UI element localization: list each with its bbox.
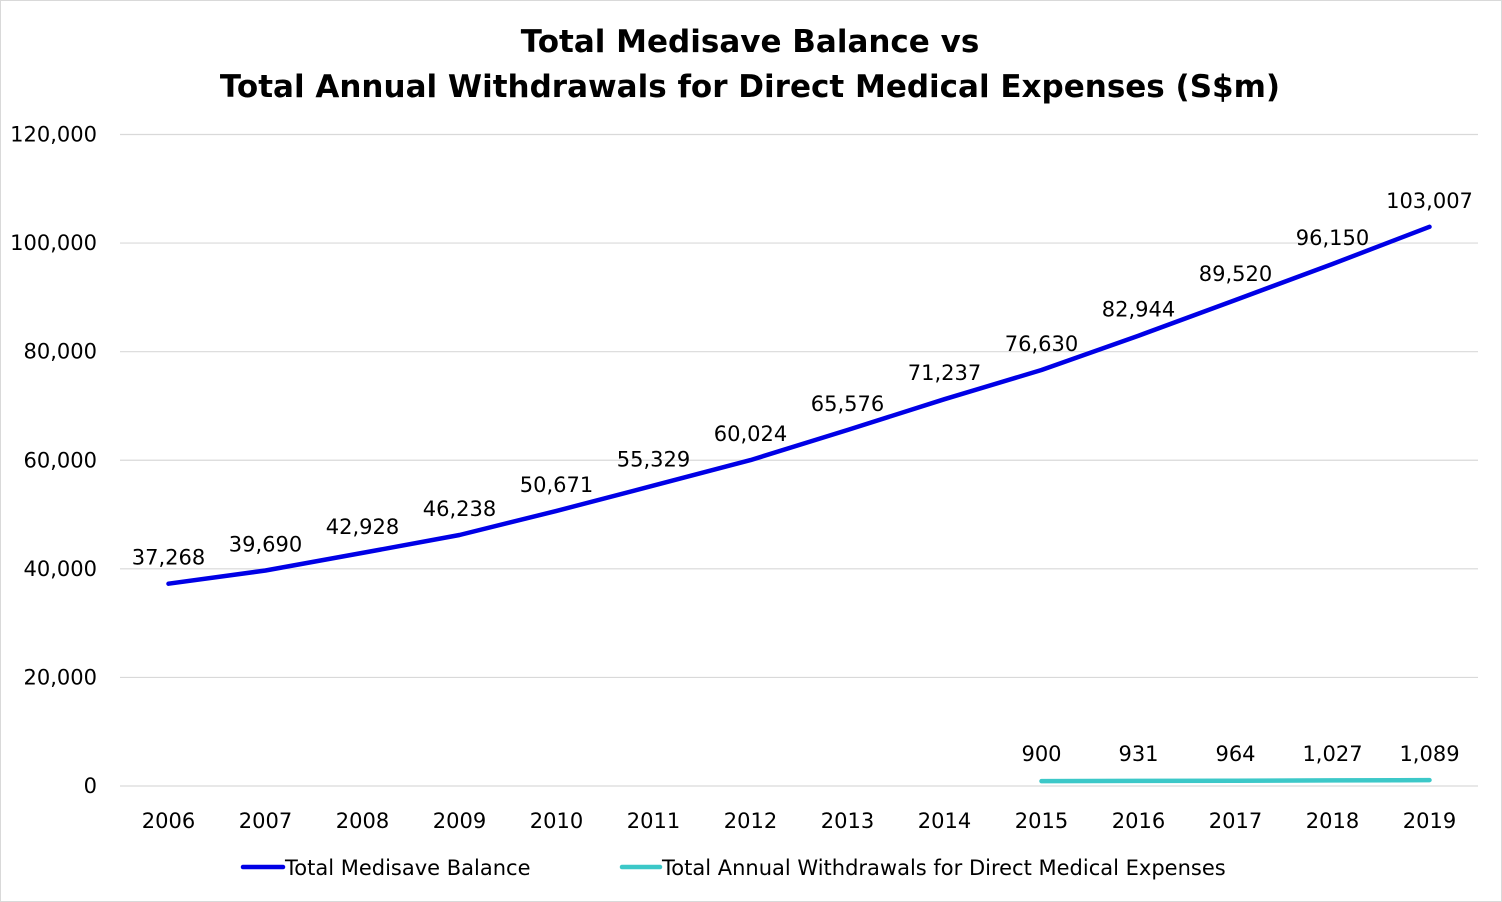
x-tick-label: 2007 xyxy=(239,809,292,833)
x-tick-label: 2010 xyxy=(530,809,583,833)
data-point xyxy=(167,582,171,586)
data-labels: 37,268 39,690 42,928 46,238 50,671 55,329 60,0… xyxy=(132,189,1473,766)
y-tick-label: 60,000 xyxy=(24,448,97,472)
data-label: 103,007 xyxy=(1386,189,1473,213)
data-label: 39,690 xyxy=(229,533,302,557)
data-point xyxy=(943,397,947,401)
data-point xyxy=(1040,368,1044,372)
y-axis-ticks: 0 20,000 40,000 60,000 80,000 100,000 120,000 xyxy=(10,123,97,799)
data-point xyxy=(749,458,753,462)
legend: Total Medisave Balance Total Annual Withd… xyxy=(240,856,1226,880)
data-label: 55,329 xyxy=(617,448,690,472)
data-label: 71,237 xyxy=(908,361,981,385)
data-point xyxy=(846,428,850,432)
series-lines xyxy=(166,224,1432,784)
x-tick-label: 2009 xyxy=(433,809,486,833)
x-axis-ticks: 2006 2007 2008 2009 2010 2011 2012 2013 2014 2015… xyxy=(142,809,1456,833)
data-point xyxy=(1331,262,1335,266)
y-tick-label: 100,000 xyxy=(10,231,97,255)
x-tick-label: 2011 xyxy=(627,809,680,833)
data-label: 89,520 xyxy=(1199,262,1272,286)
x-tick-label: 2016 xyxy=(1112,809,1165,833)
chart-title: Total Medisave Balance vs Total Annual W… xyxy=(220,24,1280,105)
y-tick-label: 120,000 xyxy=(10,123,97,147)
series-line-1 xyxy=(1039,777,1432,784)
data-point xyxy=(458,533,462,537)
gridlines xyxy=(120,133,1478,787)
series-line-0 xyxy=(166,224,1432,586)
data-point xyxy=(264,569,268,573)
data-label: 82,944 xyxy=(1102,298,1175,322)
data-label: 50,671 xyxy=(520,473,593,497)
data-label: 76,630 xyxy=(1005,332,1078,356)
legend-label: Total Medisave Balance xyxy=(284,856,531,880)
x-tick-label: 2006 xyxy=(142,809,195,833)
data-label: 900 xyxy=(1021,742,1061,766)
data-point xyxy=(555,509,559,513)
x-tick-label: 2008 xyxy=(336,809,389,833)
data-label: 37,268 xyxy=(132,546,205,570)
chart-title-line-1: Total Medisave Balance vs xyxy=(521,24,980,60)
data-label: 65,576 xyxy=(811,392,884,416)
x-tick-label: 2019 xyxy=(1403,809,1456,833)
x-tick-label: 2013 xyxy=(821,809,874,833)
legend-label: Total Annual Withdrawals for Direct Medi… xyxy=(661,856,1226,880)
data-label: 96,150 xyxy=(1296,226,1369,250)
data-point xyxy=(1234,298,1238,302)
data-label: 42,928 xyxy=(326,515,399,539)
x-tick-label: 2015 xyxy=(1015,809,1068,833)
data-point xyxy=(361,551,365,555)
x-tick-label: 2014 xyxy=(918,809,971,833)
x-tick-label: 2017 xyxy=(1209,809,1262,833)
data-point xyxy=(1137,779,1141,783)
data-label: 46,238 xyxy=(423,497,496,521)
data-point xyxy=(1331,778,1335,782)
y-tick-label: 0 xyxy=(84,774,97,798)
chart-title-line-2: Total Annual Withdrawals for Direct Medi… xyxy=(220,69,1280,105)
data-label: 1,027 xyxy=(1302,742,1362,766)
x-tick-label: 2018 xyxy=(1306,809,1359,833)
data-point xyxy=(1137,334,1141,338)
data-point xyxy=(1428,225,1432,229)
y-tick-label: 40,000 xyxy=(24,557,97,581)
data-point xyxy=(1428,778,1432,782)
data-label: 1,089 xyxy=(1399,742,1459,766)
data-point xyxy=(1040,779,1044,783)
y-tick-label: 20,000 xyxy=(24,665,97,689)
y-tick-label: 80,000 xyxy=(24,340,97,364)
data-label: 931 xyxy=(1118,742,1158,766)
x-tick-label: 2012 xyxy=(724,809,777,833)
data-label: 60,024 xyxy=(714,422,787,446)
data-label: 964 xyxy=(1215,742,1255,766)
data-point xyxy=(1234,779,1238,783)
data-point xyxy=(652,484,656,488)
